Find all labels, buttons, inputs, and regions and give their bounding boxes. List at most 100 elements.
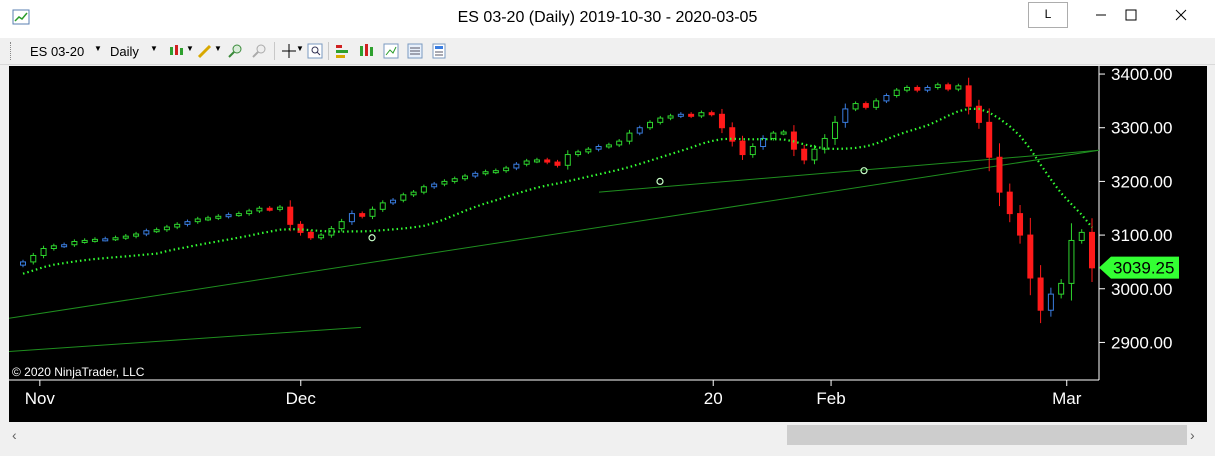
candle-body [708, 112, 715, 116]
maximize-icon[interactable] [1108, 0, 1154, 30]
minimize-icon[interactable] [1078, 0, 1124, 30]
candle-body [852, 103, 859, 110]
candle-body [390, 199, 397, 204]
data-box-icon[interactable] [430, 42, 448, 60]
y-tick-label: 3100.00 [1111, 226, 1172, 245]
candle-body [749, 146, 756, 156]
toolbar-grip[interactable] [10, 42, 14, 60]
candle-body [893, 89, 900, 97]
candle-body [307, 231, 314, 239]
candle-body [832, 121, 839, 139]
chart-style-icon[interactable] [168, 42, 186, 60]
candle-body [975, 105, 982, 123]
candle-body [842, 108, 849, 123]
period-dropdown-icon[interactable]: ▼ [150, 44, 158, 53]
trend-lines [9, 149, 1100, 353]
anchor-point [656, 177, 664, 186]
candle-body [1027, 234, 1034, 279]
candle-body [20, 261, 26, 266]
indicators-icon[interactable] [334, 42, 352, 60]
candle-body [441, 180, 448, 185]
crosshair-icon[interactable] [280, 42, 298, 60]
candle-body [903, 86, 910, 91]
candle-body [400, 194, 407, 201]
candle-body [163, 226, 170, 231]
candle-body [780, 131, 787, 135]
draw-tool-dropdown-icon[interactable]: ▼ [214, 44, 222, 53]
candle-body [40, 247, 47, 256]
price-chart[interactable]: 3400.00 3300.00 3200.00 3100.00 3000.00 2900.… [9, 66, 1207, 422]
candle-body [174, 223, 181, 228]
time-axis[interactable] [9, 380, 1207, 422]
y-tick-label: 3300.00 [1111, 119, 1172, 138]
instrument-dropdown-icon[interactable]: ▼ [94, 44, 102, 53]
scrollbar-thumb[interactable] [787, 425, 1187, 445]
candle-body [359, 213, 366, 217]
candle-body [122, 235, 129, 239]
y-tick-label: 2900.00 [1111, 333, 1172, 352]
candle-body [667, 115, 674, 119]
zoom-out-icon[interactable] [250, 42, 268, 60]
candle-body [215, 215, 222, 219]
candle-body [636, 127, 643, 134]
candle-body [61, 244, 68, 248]
candle-body [410, 191, 417, 196]
copyright-text: © 2020 NinjaTrader, LLC [12, 365, 145, 379]
candle-body [760, 137, 767, 148]
candle-body [801, 148, 808, 161]
candle-body [605, 144, 612, 148]
candle-body [996, 156, 1003, 193]
candle-body [503, 167, 510, 172]
instrument-selector[interactable]: ES 03-20 [30, 44, 85, 59]
candle-body [184, 221, 191, 225]
toolbar-separator [328, 42, 329, 60]
candle-body [965, 85, 972, 107]
candle-body [647, 121, 654, 129]
candle-body [1047, 293, 1054, 311]
candle-body [575, 151, 582, 156]
candle-body [369, 208, 376, 217]
candle-body [276, 206, 283, 210]
x-tick-label: Mar [1052, 389, 1082, 408]
title-bar: ES 03-20 (Daily) 2019-10-30 - 2020-03-05… [0, 0, 1215, 38]
search-icon[interactable] [306, 42, 324, 60]
candle-body [698, 112, 705, 117]
candle-body [770, 132, 777, 139]
candle-body [945, 84, 952, 90]
chart-style-dropdown-icon[interactable]: ▼ [186, 44, 194, 53]
draw-tool-icon[interactable] [196, 42, 214, 60]
scroll-right-icon[interactable]: › [1190, 427, 1195, 443]
trend-line [9, 326, 362, 353]
candle-body [533, 159, 540, 163]
anchor-point [860, 167, 868, 175]
candle-body [266, 207, 273, 211]
crosshair-dropdown-icon[interactable]: ▼ [296, 44, 304, 53]
candle-body [256, 207, 263, 212]
candle-body [544, 159, 551, 163]
properties-icon[interactable] [406, 42, 424, 60]
candle-body [71, 241, 78, 246]
candle-body [81, 239, 88, 243]
candle-body [318, 234, 325, 239]
moving-average-path [22, 107, 1093, 275]
candle-body [420, 186, 427, 193]
y-tick-label: 3200.00 [1111, 172, 1172, 191]
price-axis[interactable] [1099, 66, 1207, 380]
anchor-point [368, 234, 376, 242]
plot-area[interactable] [9, 66, 1099, 380]
candle-body [585, 148, 592, 153]
zoom-in-icon[interactable] [226, 42, 244, 60]
candle-body [811, 148, 818, 161]
period-selector[interactable]: Daily [110, 44, 139, 59]
link-button[interactable]: L [1028, 2, 1068, 28]
templates-icon[interactable] [382, 42, 400, 60]
moving-average-line [22, 107, 1093, 275]
candle-body [1089, 231, 1095, 269]
candle-body [246, 210, 253, 215]
candle-body [102, 238, 109, 242]
strategies-icon[interactable] [358, 42, 376, 60]
candle-body [626, 132, 633, 142]
scroll-left-icon[interactable]: ‹ [12, 427, 17, 443]
candle-body [955, 85, 962, 90]
close-icon[interactable] [1158, 0, 1204, 30]
